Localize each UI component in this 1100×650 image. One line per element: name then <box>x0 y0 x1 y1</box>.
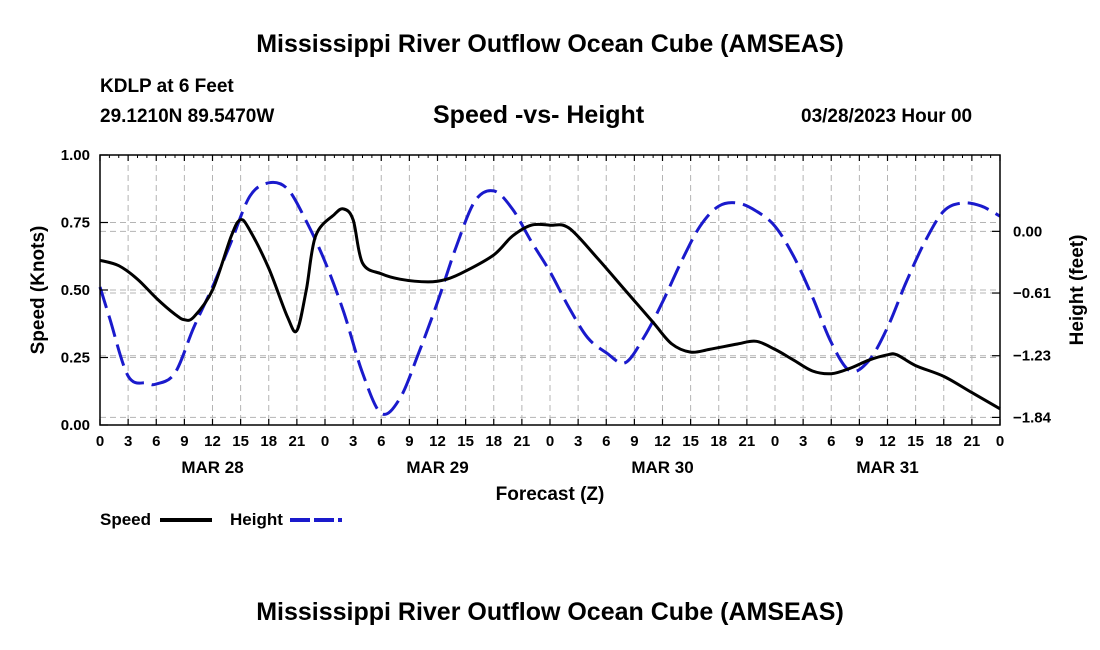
y-left-tick-label: 0.00 <box>61 417 90 434</box>
y-left-tick-label: 0.25 <box>61 350 90 367</box>
x-tick-label: 18 <box>710 433 727 450</box>
y-left-tick-label: 0.75 <box>61 215 90 232</box>
day-label: MAR 31 <box>856 458 918 477</box>
x-tick-label: 15 <box>232 433 249 450</box>
x-axis-label: Forecast (Z) <box>496 484 605 505</box>
x-tick-label: 15 <box>457 433 474 450</box>
x-tick-label: 15 <box>682 433 699 450</box>
x-tick-label: 12 <box>879 433 896 450</box>
x-tick-label: 6 <box>377 433 385 450</box>
x-tick-label: 9 <box>180 433 188 450</box>
x-tick-label: 18 <box>260 433 277 450</box>
page-title: Mississippi River Outflow Ocean Cube (AM… <box>256 30 844 58</box>
series-line-speed <box>99 207 1001 411</box>
x-tick-label: 9 <box>630 433 638 450</box>
chart-title: Speed -vs- Height <box>433 101 645 129</box>
legend-label-height: Height <box>230 510 283 529</box>
x-tick-label: 12 <box>429 433 446 450</box>
x-tick-label: 12 <box>204 433 221 450</box>
x-tick-label: 9 <box>855 433 863 450</box>
y-right-tick-label: 0.00 <box>1013 223 1042 240</box>
x-tick-label: 21 <box>289 433 306 450</box>
x-tick-label: 3 <box>799 433 807 450</box>
x-tick-label: 18 <box>485 433 502 450</box>
legend-label-speed: Speed <box>100 510 151 529</box>
x-tick-label: 9 <box>405 433 413 450</box>
legend: Speed Height <box>100 510 342 529</box>
day-label: MAR 28 <box>181 458 243 477</box>
x-tick-label: 3 <box>124 433 132 450</box>
y-right-tick-label: −1.84 <box>1013 409 1052 426</box>
x-tick-label: 15 <box>907 433 924 450</box>
day-label: MAR 29 <box>406 458 468 477</box>
forecast-datetime: 03/28/2023 Hour 00 <box>801 106 973 127</box>
x-tick-label: 0 <box>321 433 329 450</box>
x-tick-label: 3 <box>574 433 582 450</box>
x-tick-label: 6 <box>602 433 610 450</box>
y-axis-right-label: Height (feet) <box>1067 235 1088 346</box>
y-axis-left-label: Speed (Knots) <box>28 226 49 355</box>
footer-title: Mississippi River Outflow Ocean Cube (AM… <box>256 598 844 626</box>
day-label: MAR 30 <box>631 458 693 477</box>
y-right-tick-label: −1.23 <box>1013 348 1051 365</box>
station-coordinates: 29.1210N 89.5470W <box>100 106 275 127</box>
x-tick-label: 0 <box>546 433 554 450</box>
x-tick-label: 0 <box>771 433 779 450</box>
series-layer <box>98 180 1001 416</box>
y-left-tick-label: 0.50 <box>61 282 90 299</box>
x-tick-label: 3 <box>349 433 357 450</box>
x-tick-label: 21 <box>514 433 531 450</box>
y-left-tick-label: 1.00 <box>61 147 90 164</box>
station-label: KDLP at 6 Feet <box>100 76 234 97</box>
x-tick-label: 18 <box>935 433 952 450</box>
x-tick-label: 6 <box>152 433 160 450</box>
x-tick-label: 0 <box>96 433 104 450</box>
y-right-tick-label: −0.61 <box>1013 285 1051 302</box>
x-tick-label: 12 <box>654 433 671 450</box>
x-tick-label: 0 <box>996 433 1004 450</box>
x-tick-label: 21 <box>739 433 756 450</box>
x-tick-label: 6 <box>827 433 835 450</box>
grid <box>100 155 1000 425</box>
axes: 0 3 6 9 12 15 18 21 0 3 6 9 12 15 18 21 0 3 6 9 12 15 18 21 0 3 6 9… <box>61 147 1052 477</box>
x-tick-label: 21 <box>964 433 981 450</box>
